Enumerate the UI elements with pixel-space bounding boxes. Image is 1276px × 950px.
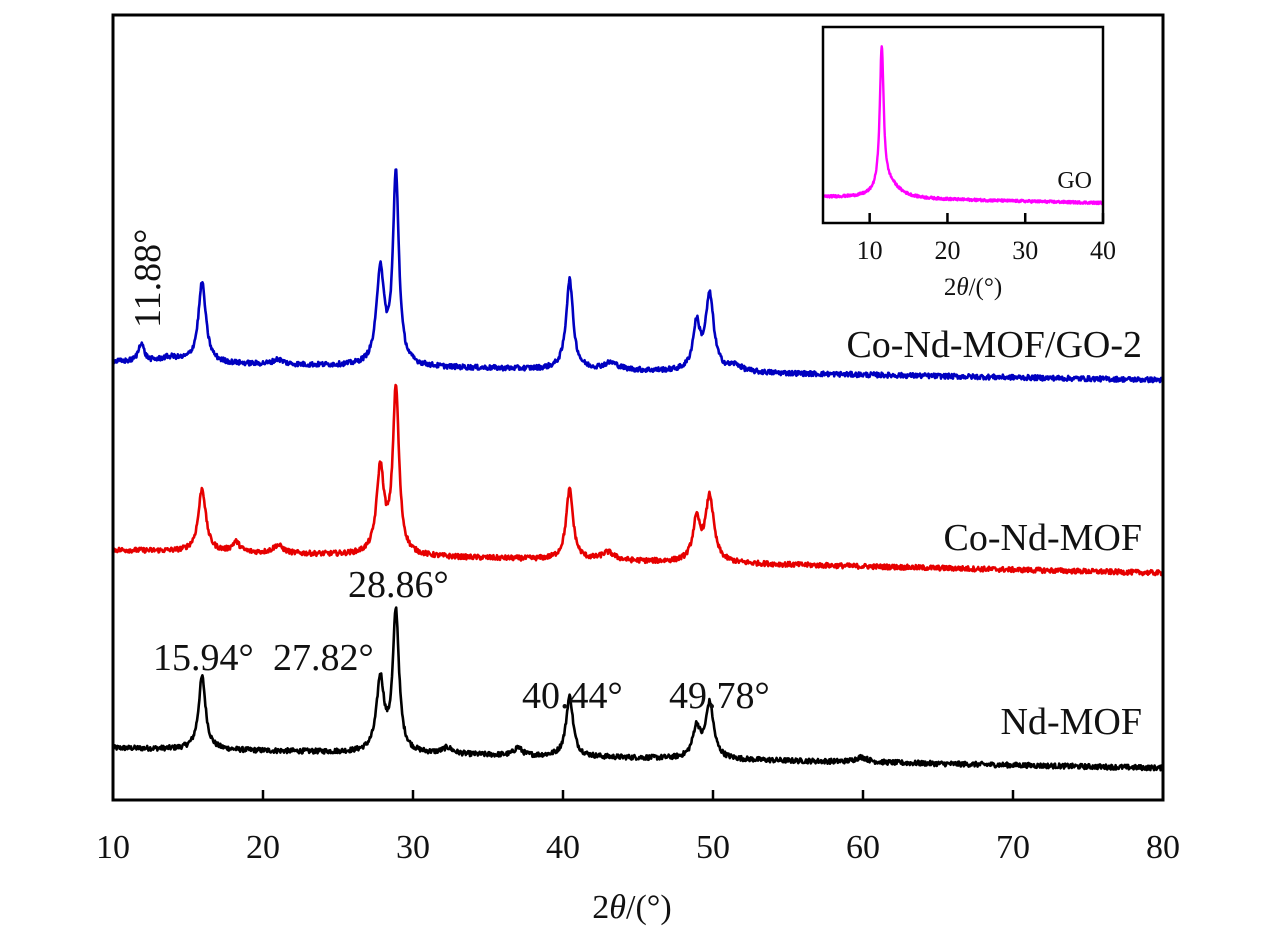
inset-series-label-go: GO [1057, 168, 1092, 194]
main-x-tick-label-70: 70 [996, 829, 1030, 866]
main-x-tick-label-20: 20 [246, 829, 280, 866]
main-plot-frame [111, 13, 1165, 802]
series-label-nd-mof: Nd-MOF [1001, 701, 1142, 743]
main-x-tick-label-50: 50 [696, 829, 730, 866]
main-series-nd-mof [111, 606, 1165, 772]
inset-x-tick-label-30: 30 [1012, 236, 1038, 265]
main-series-group [111, 168, 1165, 772]
inset-plot-frame [821, 25, 1105, 225]
peak-annotation-15-94: 15.94° [153, 637, 254, 679]
inset-x-ticks: 10 20 30 40 [857, 213, 1116, 265]
main-x-tick-label-40: 40 [546, 829, 580, 866]
main-x-tick-label-80: 80 [1146, 829, 1180, 866]
inset-x-tick-label-20: 20 [934, 236, 960, 265]
main-series-co-nd-mof [111, 383, 1165, 577]
inset-series-group [821, 45, 1104, 206]
peak-annotation-28-86: 28.86° [348, 564, 449, 606]
inset-series-go [821, 45, 1104, 206]
series-label-co-nd-mof: Co-Nd-MOF [944, 517, 1142, 559]
inset-x-tick-label-10: 10 [857, 236, 883, 265]
series-label-co-nd-mof-go-2: Co-Nd-MOF/GO-2 [846, 324, 1142, 366]
main-series-co-nd-mof-go-2 [112, 168, 1165, 384]
inset-x-tick-label-40: 40 [1090, 236, 1116, 265]
main-x-tick-label-30: 30 [396, 829, 430, 866]
main-x-ticks: 10 20 30 40 50 60 70 80 [96, 790, 1180, 866]
inset-x-axis-label: 2θ/(°) [944, 274, 1002, 301]
peak-annotation-27-82: 27.82° [273, 637, 374, 679]
main-x-tick-label-10: 10 [96, 829, 130, 866]
peak-annotation-11-88: 11.88° [127, 229, 169, 328]
main-x-tick-label-60: 60 [846, 829, 880, 866]
x-axis-label: 2θ/(°) [592, 889, 671, 926]
peak-annotation-40-44: 40.44° [522, 675, 623, 717]
inset-chart: 10 20 30 40 GO 2θ/(°) [821, 25, 1116, 301]
peak-annotation-49-78: 49.78° [669, 675, 770, 717]
